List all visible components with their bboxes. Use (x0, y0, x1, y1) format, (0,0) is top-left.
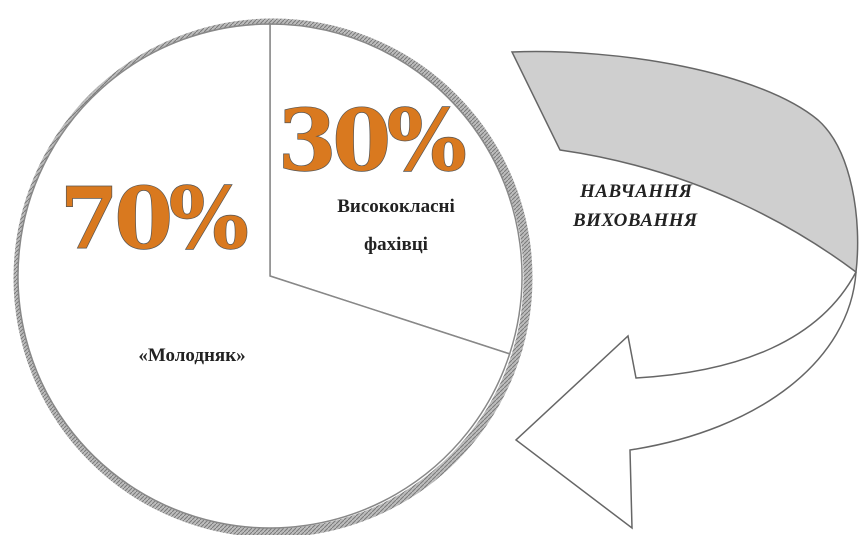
arrow-label-training: НАВЧАННЯ (579, 181, 693, 202)
cycle-arrow-body (514, 271, 857, 530)
pie-slice-youngsters (17, 23, 511, 529)
slice-percent-label-70: 70% (60, 169, 247, 268)
slice-label-specialists-line1: Висококласні (337, 196, 455, 217)
arrow-label-upbringing: ВИХОВАННЯ (572, 210, 698, 231)
slice-label-specialists-line2: фахівці (364, 234, 428, 255)
pie-slice-specialists (269, 23, 523, 355)
slice-percent-label-30: 30% (278, 91, 465, 190)
cycle-arrow-band (510, 50, 859, 274)
slice-label-youngsters: «Молодняк» (138, 345, 245, 366)
pie-slices (17, 23, 523, 529)
